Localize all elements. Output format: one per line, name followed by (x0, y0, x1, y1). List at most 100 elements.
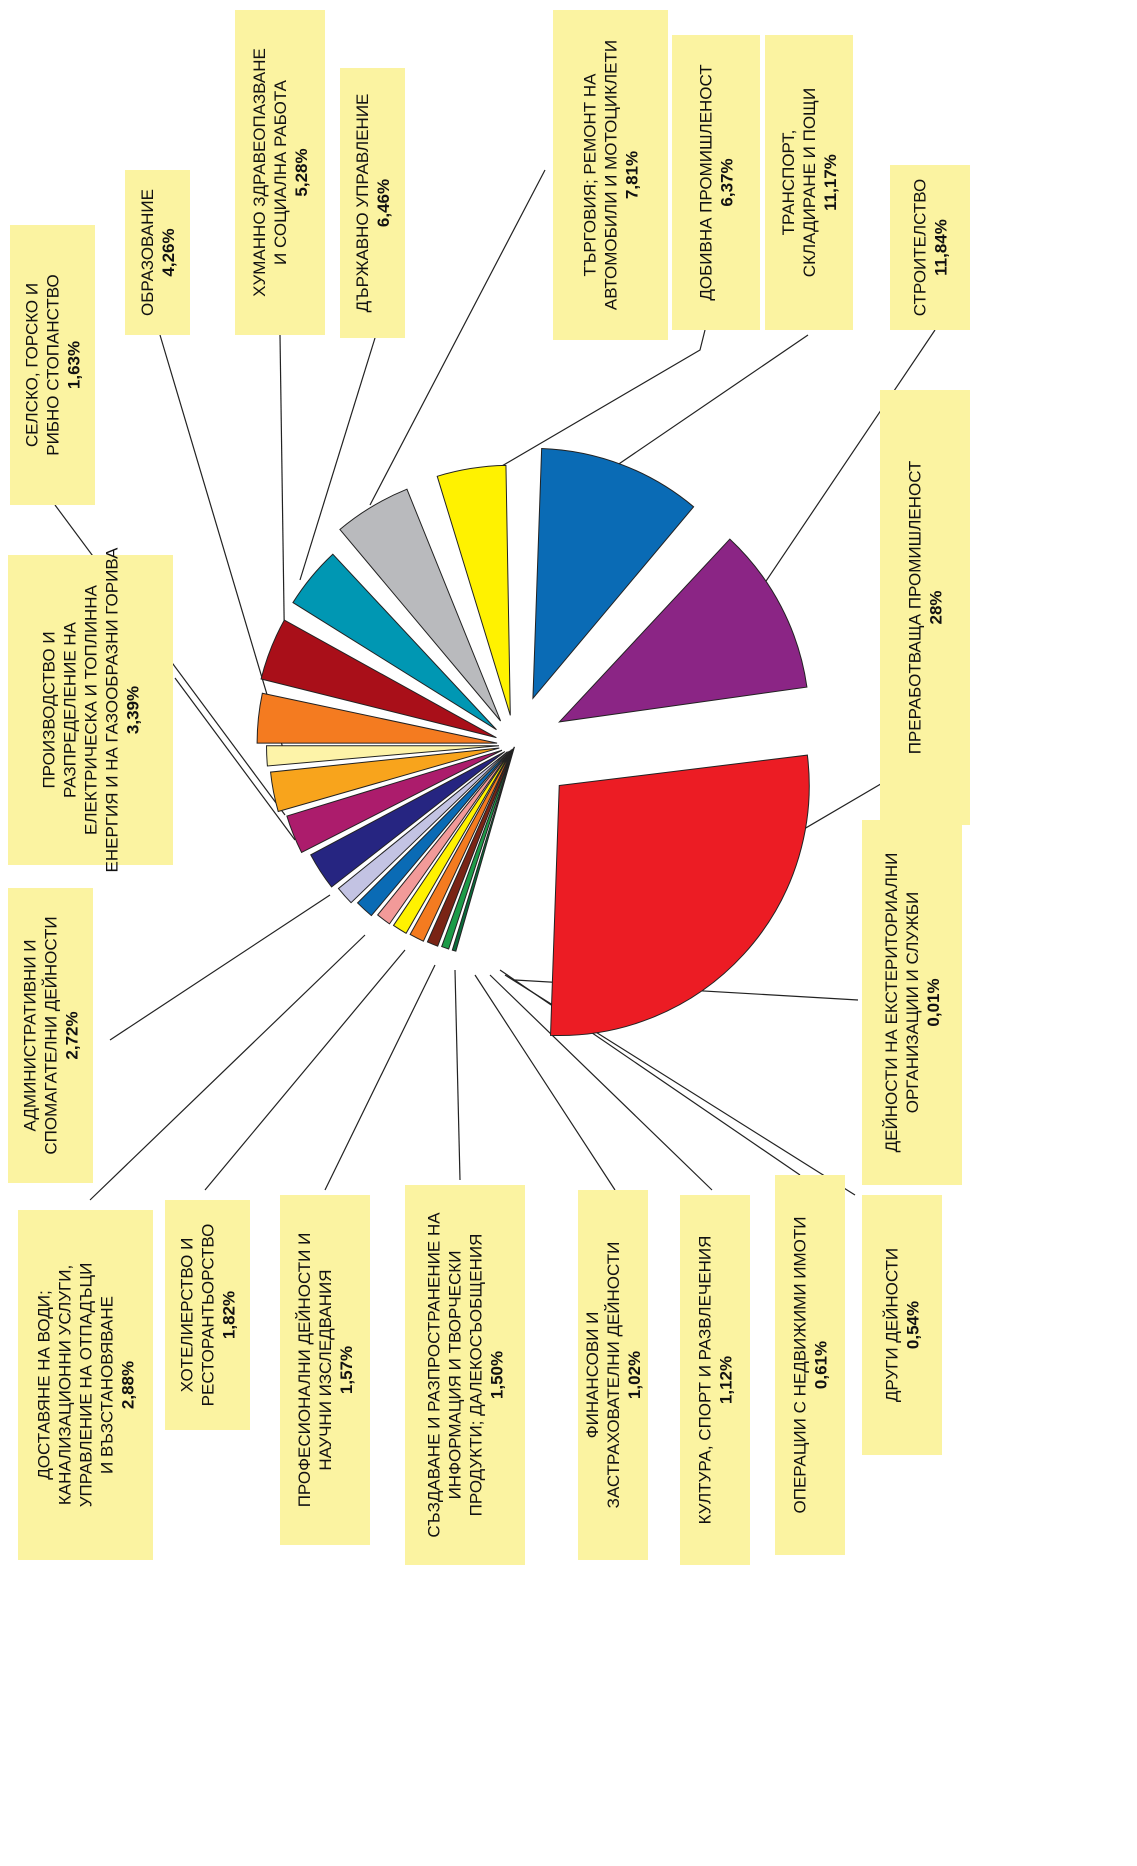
slice-label: И СОЦИАЛНА РАБОТА (271, 79, 290, 265)
slice-3 (532, 447, 695, 700)
label-box-bg (165, 1200, 250, 1430)
label-box: СЕЛСКО, ГОРСКО И РИБНО СТОПАНСТВО 1,63% (10, 225, 95, 505)
label-box-bg (578, 1190, 648, 1560)
slice-value-label: 1,82% (219, 1291, 238, 1339)
slice-value-label: 6,37% (717, 158, 736, 206)
slice-label: ЕНЕРГИЯ И НА ГАЗООБРАЗНИ ГОРИВА (102, 547, 121, 873)
slice-label: ОРГАНИЗАЦИИ И СЛУЖБИ (903, 892, 922, 1114)
label-box: ДЪРЖАВНО УПРАВЛЕНИЕ 6,46% (340, 68, 405, 338)
slice-label: РИБНО СТОПАНСТВО (43, 274, 62, 455)
slice-17 (409, 748, 514, 942)
slice-14 (356, 750, 510, 917)
slice-value-label: 28% (926, 590, 945, 624)
leader-line (609, 334, 809, 471)
leader-line (159, 334, 286, 756)
leader-line (369, 169, 546, 506)
slice-6 (292, 553, 497, 731)
label-box: КУЛТУРА, СПОРТ И РАЗВЛЕЧЕНИЯ 1,12% (680, 1195, 750, 1565)
leader-line (299, 337, 376, 581)
slice-label: РАЗПРЕДЕЛЕНИЕ НА (60, 621, 79, 798)
slice-label: АВТОМОБИЛИ И МОТОЦИКЛЕТИ (601, 40, 620, 310)
slice-19 (441, 746, 515, 950)
leader-line (474, 974, 616, 1191)
label-box: СТРОИТЕЛСТВО 11,84% (890, 165, 970, 330)
label-box-bg (18, 1210, 153, 1560)
label-box-bg (765, 35, 853, 330)
label-box-bg (125, 170, 190, 335)
slice-11 (286, 749, 503, 854)
slice-label: КУЛТУРА, СПОРТ И РАЗВЛЕЧЕНИЯ (695, 1236, 714, 1525)
label-box: ДЕЙНОСТИ НА ЕКСТЕРИТОРИАЛНИ ОРГАНИЗАЦИИ И… (862, 820, 962, 1185)
slice-1 (549, 754, 810, 1036)
slice-label: СТРОИТЕЛСТВО (910, 179, 929, 316)
slice-value-label: 1,12% (716, 1356, 735, 1404)
label-box: ДРУГИ ДЕЙНОСТИ 0,54% (862, 1195, 942, 1455)
slice-label: АДМИНИСТРАТИВНИ И (20, 940, 39, 1132)
slice-label: ЗАСТРАХОВАТЕЛНИ ДЕЙНОСТИ (604, 1242, 623, 1509)
slice-label: ФИНАНСОВИ И (583, 1312, 602, 1439)
slice-label: ТРАНСПОРТ, (779, 130, 798, 236)
slice-label: ПРЕРАБОТВАЩА ПРОМИШЛЕНОСТ (905, 461, 924, 755)
slice-label: НАУЧНИ ИЗСЛЕДВАНИЯ (316, 1269, 335, 1470)
label-box: ХУМАННО ЗДРАВЕОПАЗВАНЕ И СОЦИАЛНА РАБОТА 5… (235, 10, 325, 335)
slice-value-label: 1,57% (337, 1346, 356, 1394)
leader-line (204, 949, 406, 1191)
slice-label: СЪЗДАВАНЕ И РАЗПРОСТРАНЕНИЕ НА (424, 1212, 443, 1538)
label-box: ДОБИВНА ПРОМИШЛЕНОСТ 6,37% (672, 35, 760, 330)
slice-value-label: 0,54% (903, 1301, 922, 1349)
slice-18 (426, 747, 515, 947)
label-box: ДОСТАВЯНЕ НА ВОДИ; КАНАЛИЗАЦИОННИ УСЛУГИ,… (18, 1210, 153, 1560)
slice-value-label: 7,81% (622, 151, 641, 199)
slice-8 (256, 692, 498, 744)
slice-value-label: 1,02% (625, 1351, 644, 1399)
slice-label: ТЪРГОВИЯ; РЕМОНТ НА (580, 73, 599, 277)
slice-label: ПРОДУКТИ; ДАЛЕКОСЪОБЩЕНИЯ (466, 1234, 485, 1517)
slice-value-label: 1,50% (487, 1351, 506, 1399)
label-box: ОБРАЗОВАНИЕ 4,26% (125, 170, 190, 335)
label-box: СЪЗДАВАНЕ И РАЗПРОСТРАНЕНИЕ НА ИНФОРМАЦИЯ… (405, 1185, 525, 1565)
leader-line (759, 329, 936, 591)
label-box: ТЪРГОВИЯ; РЕМОНТ НА АВТОМОБИЛИ И МОТОЦИКЛ… (553, 10, 668, 340)
label-box: ХОТЕЛИЕРСТВО И РЕСТОРАНТЬОРСТВО 1,82% (165, 1200, 250, 1430)
slice-16 (392, 748, 513, 934)
label-box: ТРАНСПОРТ, СКЛАДИРАНЕ И ПОЩИ 11,17% (765, 35, 853, 330)
leader-line (499, 969, 801, 1176)
leader-line (324, 964, 436, 1191)
label-box: ПРОФЕСИОНАЛНИ ДЕЙНОСТИ И НАУЧНИ ИЗСЛЕДВАН… (280, 1195, 370, 1545)
leader-line (174, 677, 296, 841)
slice-7 (260, 619, 497, 739)
label-box-bg (8, 555, 173, 865)
slice-label: ОПЕРАЦИИ С НЕДВИЖИМИ ИМОТИ (790, 1217, 809, 1514)
slice-label: ХОТЕЛИЕРСТВО И (177, 1238, 196, 1393)
label-box-bg (880, 390, 970, 825)
slice-label: ДОСТАВЯНЕ НА ВОДИ; (34, 1290, 53, 1479)
slice-label: ДОБИВНА ПРОМИШЛЕНОСТ (696, 64, 715, 300)
slice-value-label: 2,72% (62, 1011, 81, 1059)
slice-value-label: 3,39% (123, 686, 142, 734)
slice-5 (339, 488, 502, 722)
slice-value-label: 5,28% (292, 148, 311, 196)
slice-13 (337, 751, 508, 904)
slice-label: ДЕЙНОСТИ НА ЕКСТЕРИТОРИАЛНИ (882, 853, 901, 1153)
pie-slices (256, 447, 810, 1036)
slice-label: СКЛАДИРАНЕ И ПОЩИ (800, 88, 819, 277)
slice-9 (266, 745, 500, 767)
slice-label: ПРОФЕСИОНАЛНИ ДЕЙНОСТИ И (295, 1233, 314, 1508)
label-box-bg (10, 225, 95, 505)
slice-label: И ВЪЗСТАНОВЯВАНЕ (97, 1296, 116, 1474)
slice-15 (376, 749, 512, 925)
slice-label: ПРОИЗВОДСТВО И (39, 631, 58, 788)
slice-value-label: 0,01% (924, 978, 943, 1026)
leader-line (454, 969, 461, 1181)
leader-line (89, 934, 366, 1201)
slice-value-label: 4,26% (159, 228, 178, 276)
label-box-bg (890, 165, 970, 330)
label-box-bg (340, 68, 405, 338)
slice-label: ХУМАННО ЗДРАВЕОПАЗВАНЕ (250, 48, 269, 297)
label-box-bg (553, 10, 668, 340)
slice-20 (451, 746, 515, 952)
slice-label: ОБРАЗОВАНИЕ (138, 189, 157, 316)
slice-12 (310, 751, 506, 888)
leader-line (494, 329, 706, 471)
